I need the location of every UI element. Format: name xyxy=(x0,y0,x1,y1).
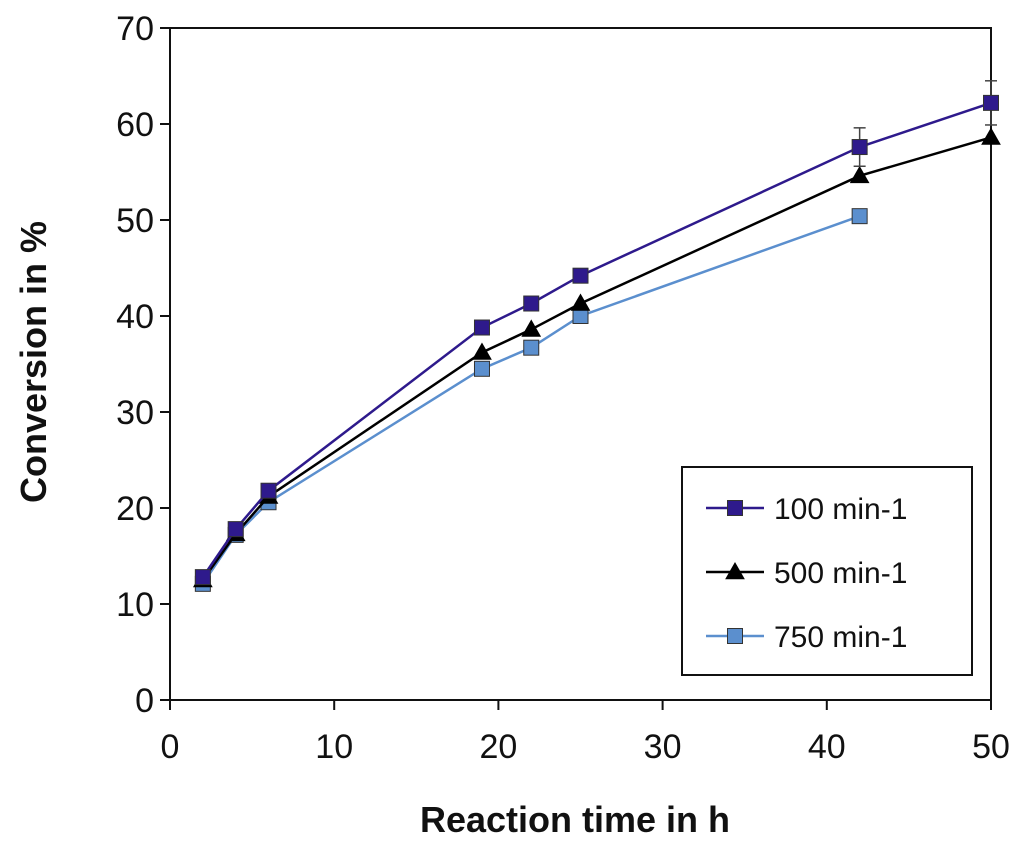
legend-label: 500 min-1 xyxy=(774,557,907,590)
y-tick-label: 70 xyxy=(116,10,154,48)
data-point xyxy=(473,360,490,377)
data-point xyxy=(523,339,540,356)
x-tick-label: 50 xyxy=(972,728,1010,766)
y-tick-label: 40 xyxy=(116,298,154,336)
y-tick-label: 20 xyxy=(116,490,154,528)
y-tick-label: 10 xyxy=(116,586,154,624)
data-point xyxy=(851,139,868,156)
legend-label: 750 min-1 xyxy=(774,621,907,654)
data-point xyxy=(473,319,490,336)
x-tick-label: 0 xyxy=(161,728,180,766)
x-axis-title: Reaction time in h xyxy=(420,799,730,840)
data-point xyxy=(472,342,492,360)
data-point xyxy=(572,267,589,284)
y-axis-title: Conversion in % xyxy=(13,221,54,503)
y-tick-label: 50 xyxy=(116,202,154,240)
legend-marker xyxy=(727,628,743,644)
legend-marker xyxy=(727,500,743,516)
data-point xyxy=(227,521,244,538)
data-point xyxy=(194,569,211,586)
data-point xyxy=(570,293,591,311)
legend-items: 100 min-1 500 min-1 750 min-1 xyxy=(706,493,907,654)
axis-ticks: 0 10 20 30 40 50 0 10 20 30 40 50 60 70 xyxy=(116,10,1010,766)
y-tick-label: 60 xyxy=(116,106,154,144)
x-tick-label: 30 xyxy=(644,728,682,766)
x-tick-label: 40 xyxy=(808,728,846,766)
legend-label: 100 min-1 xyxy=(774,493,907,526)
data-point xyxy=(851,208,868,225)
y-tick-label: 30 xyxy=(116,394,154,432)
data-point xyxy=(981,127,1001,145)
data-point xyxy=(260,482,277,499)
x-tick-label: 20 xyxy=(479,728,517,766)
plot-marks xyxy=(169,27,1001,701)
y-tick-label: 0 xyxy=(135,682,154,720)
data-point xyxy=(523,295,540,312)
x-tick-label: 10 xyxy=(315,728,353,766)
data-point xyxy=(849,165,870,184)
data-point xyxy=(521,319,542,337)
plot-frame xyxy=(169,27,992,701)
legend: 100 min-1 500 min-1 750 min-1 xyxy=(681,466,973,676)
legend-marker xyxy=(725,561,745,580)
data-point xyxy=(983,94,999,111)
